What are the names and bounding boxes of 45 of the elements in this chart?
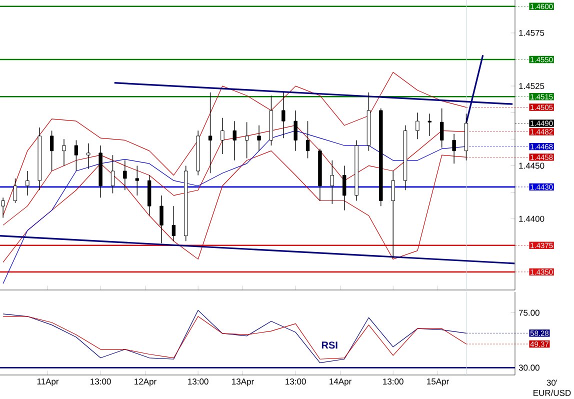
- y-tick-label: 1.4575: [519, 30, 544, 36]
- candlestick: [232, 120, 236, 161]
- x-tick-label: 15Apr: [427, 378, 449, 386]
- candlestick: [440, 108, 444, 148]
- y-tick-label: 1.4525: [519, 83, 544, 90]
- series-label: RSI: [322, 342, 338, 349]
- text: EUR/USD: [534, 390, 571, 396]
- candlestick: [257, 124, 261, 152]
- candlestick: [428, 113, 432, 136]
- candlestick: [330, 160, 334, 204]
- candlestick: [160, 195, 164, 244]
- y-tick-label: 1.4450: [519, 162, 544, 169]
- y-tick-label: 1.4400: [519, 216, 544, 222]
- candlestick: [208, 92, 212, 174]
- x-tick-label: 13:00: [90, 378, 111, 385]
- y-tick-label: 30.00: [518, 364, 540, 371]
- candlestick: [135, 165, 139, 196]
- candlestick: [123, 160, 127, 190]
- candlestick: [452, 133, 456, 164]
- text: 30': [546, 380, 558, 386]
- candlestick: [306, 120, 310, 159]
- candlestick: [110, 154, 115, 194]
- candlestick: [26, 170, 30, 196]
- candlestick: [282, 92, 286, 138]
- x-tick-label: 11Apr: [37, 378, 59, 386]
- candlestick: [416, 112, 420, 140]
- candlestick: [244, 122, 249, 159]
- x-tick-label: 13:00: [286, 378, 306, 385]
- candlestick: [50, 130, 54, 172]
- y-tick-label: 75.00: [518, 310, 540, 316]
- candlestick: [294, 110, 298, 152]
- candlestick: [74, 140, 78, 172]
- candlestick: [62, 138, 66, 166]
- candlestick: [86, 143, 90, 170]
- candlestick: [13, 178, 18, 204]
- candlestick: [1, 197, 5, 218]
- candlestick: [220, 118, 224, 154]
- x-tick-label: 13:00: [383, 378, 404, 385]
- x-tick-label: 13Apr: [232, 378, 254, 386]
- x-tick-label: 13:00: [188, 378, 208, 385]
- candlestick: [391, 170, 395, 258]
- x-tick-label: 12Apr: [134, 378, 156, 386]
- candlestick: [172, 206, 176, 242]
- x-tick-label: 14Apr: [330, 378, 352, 386]
- candlestick: [342, 165, 346, 211]
